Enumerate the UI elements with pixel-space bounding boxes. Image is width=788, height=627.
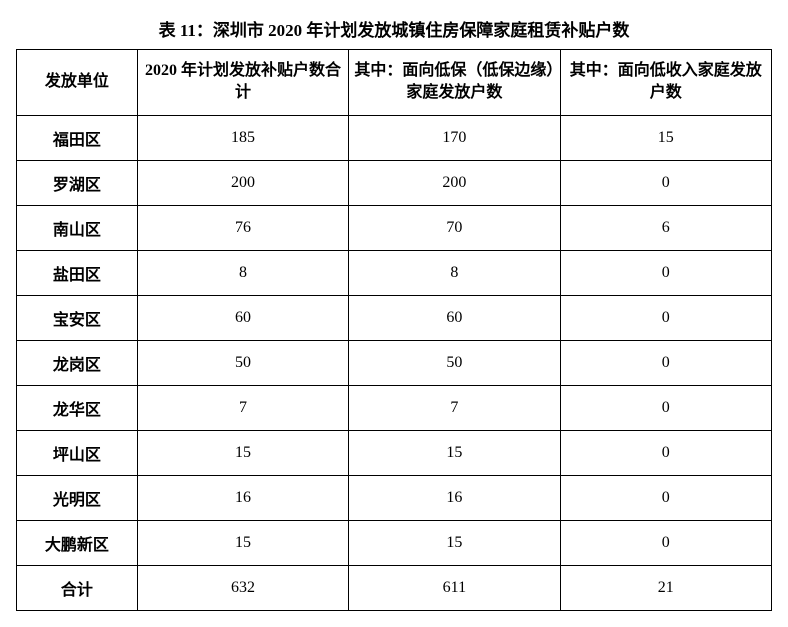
cell-dishouru: 0	[560, 295, 771, 340]
table-row: 光明区 16 16 0	[17, 475, 772, 520]
cell-dibao: 60	[349, 295, 560, 340]
cell-dishouru: 0	[560, 475, 771, 520]
table-row: 龙华区 7 7 0	[17, 385, 772, 430]
col-header-total: 2020 年计划发放补贴户数合计	[137, 50, 348, 116]
cell-dibao: 200	[349, 160, 560, 205]
cell-total: 15	[137, 520, 348, 565]
table-row: 南山区 76 70 6	[17, 205, 772, 250]
cell-unit: 宝安区	[17, 295, 138, 340]
cell-unit: 合计	[17, 565, 138, 610]
cell-total: 16	[137, 475, 348, 520]
cell-dibao: 70	[349, 205, 560, 250]
cell-total: 15	[137, 430, 348, 475]
cell-dibao: 15	[349, 520, 560, 565]
table-row: 坪山区 15 15 0	[17, 430, 772, 475]
cell-unit: 南山区	[17, 205, 138, 250]
cell-dibao: 170	[349, 115, 560, 160]
table-row: 龙岗区 50 50 0	[17, 340, 772, 385]
cell-dishouru: 0	[560, 340, 771, 385]
cell-unit: 龙岗区	[17, 340, 138, 385]
cell-total: 185	[137, 115, 348, 160]
cell-dibao: 50	[349, 340, 560, 385]
subsidy-table: 发放单位 2020 年计划发放补贴户数合计 其中：面向低保（低保边缘）家庭发放户…	[16, 49, 772, 611]
table-row-total: 合计 632 611 21	[17, 565, 772, 610]
cell-unit: 光明区	[17, 475, 138, 520]
cell-unit: 龙华区	[17, 385, 138, 430]
cell-total: 50	[137, 340, 348, 385]
cell-unit: 大鹏新区	[17, 520, 138, 565]
cell-total: 632	[137, 565, 348, 610]
cell-unit: 罗湖区	[17, 160, 138, 205]
table-row: 宝安区 60 60 0	[17, 295, 772, 340]
col-header-dishouru: 其中：面向低收入家庭发放户数	[560, 50, 771, 116]
cell-dishouru: 0	[560, 160, 771, 205]
table-row: 盐田区 8 8 0	[17, 250, 772, 295]
cell-total: 76	[137, 205, 348, 250]
cell-unit: 福田区	[17, 115, 138, 160]
cell-dishouru: 0	[560, 520, 771, 565]
cell-total: 8	[137, 250, 348, 295]
cell-unit: 盐田区	[17, 250, 138, 295]
col-header-unit: 发放单位	[17, 50, 138, 116]
cell-dishouru: 6	[560, 205, 771, 250]
cell-dibao: 8	[349, 250, 560, 295]
table-body: 福田区 185 170 15 罗湖区 200 200 0 南山区 76 70 6…	[17, 115, 772, 610]
table-row: 罗湖区 200 200 0	[17, 160, 772, 205]
table-row: 大鹏新区 15 15 0	[17, 520, 772, 565]
cell-dishouru: 21	[560, 565, 771, 610]
cell-dishouru: 0	[560, 385, 771, 430]
col-header-dibao: 其中：面向低保（低保边缘）家庭发放户数	[349, 50, 560, 116]
cell-dibao: 7	[349, 385, 560, 430]
cell-dishouru: 0	[560, 430, 771, 475]
cell-dishouru: 0	[560, 250, 771, 295]
table-header-row: 发放单位 2020 年计划发放补贴户数合计 其中：面向低保（低保边缘）家庭发放户…	[17, 50, 772, 116]
cell-total: 200	[137, 160, 348, 205]
cell-dishouru: 15	[560, 115, 771, 160]
cell-dibao: 15	[349, 430, 560, 475]
table-row: 福田区 185 170 15	[17, 115, 772, 160]
table-title: 表 11：深圳市 2020 年计划发放城镇住房保障家庭租赁补贴户数	[16, 16, 772, 41]
cell-dibao: 16	[349, 475, 560, 520]
cell-total: 60	[137, 295, 348, 340]
cell-total: 7	[137, 385, 348, 430]
cell-unit: 坪山区	[17, 430, 138, 475]
cell-dibao: 611	[349, 565, 560, 610]
